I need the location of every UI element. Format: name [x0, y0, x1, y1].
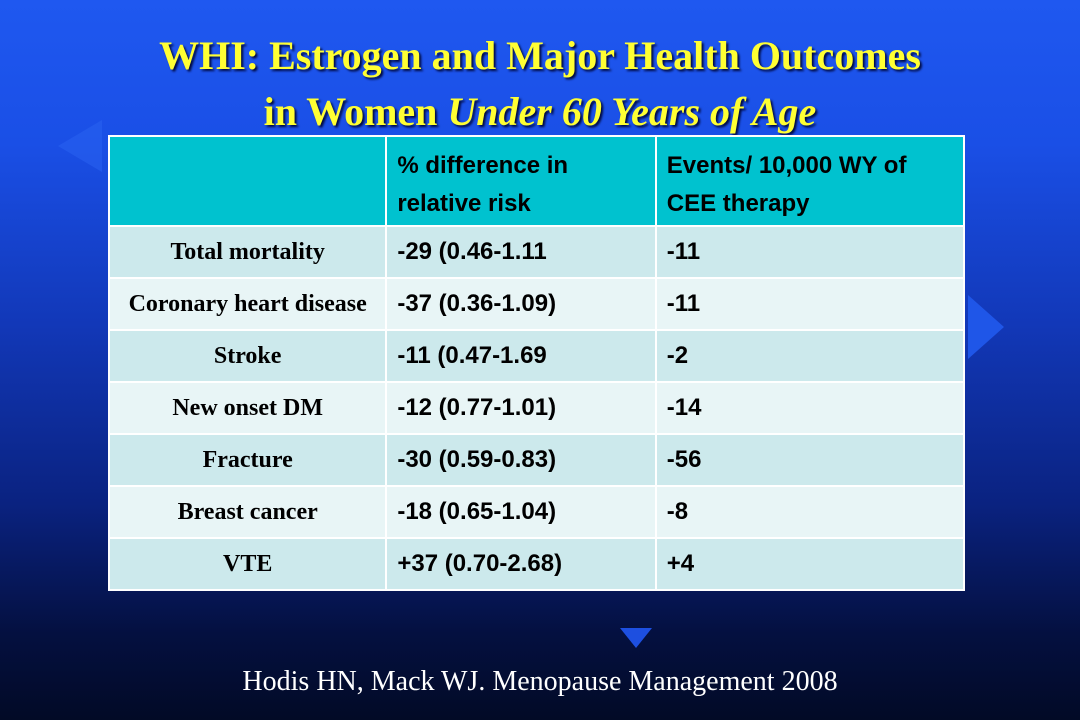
events-cell: -2 — [654, 329, 966, 383]
table-row: Breast cancer -18 (0.65-1.04) -8 — [107, 485, 966, 539]
events-cell: -11 — [654, 225, 966, 279]
row-label: Total mortality — [107, 225, 388, 279]
table-row: Stroke -11 (0.47-1.69 -2 — [107, 329, 966, 383]
relative-risk-cell: -37 (0.36-1.09) — [385, 277, 657, 331]
events-cell: -14 — [654, 381, 966, 435]
row-label: Fracture — [107, 433, 388, 487]
events-cell: -56 — [654, 433, 966, 487]
outcomes-table: % difference in relative risk Events/ 10… — [107, 135, 966, 591]
table-row: Total mortality -29 (0.46-1.11 -11 — [107, 225, 966, 279]
decorative-arrow-left — [58, 120, 102, 172]
slide-title: WHI: Estrogen and Major Health Outcomes … — [0, 28, 1080, 140]
decorative-arrow-bottom — [620, 628, 652, 648]
events-cell: +4 — [654, 537, 966, 591]
title-line-2-italic: Under 60 Years of Age — [447, 89, 817, 134]
title-line-2-prefix: in Women — [263, 89, 448, 134]
events-cell: -11 — [654, 277, 966, 331]
relative-risk-cell: -18 (0.65-1.04) — [385, 485, 657, 539]
table-row: New onset DM -12 (0.77-1.01) -14 — [107, 381, 966, 435]
relative-risk-cell: -30 (0.59-0.83) — [385, 433, 657, 487]
header-events: Events/ 10,000 WY of CEE therapy — [654, 135, 966, 227]
header-blank — [107, 135, 388, 227]
relative-risk-cell: -29 (0.46-1.11 — [385, 225, 657, 279]
table-row: Coronary heart disease -37 (0.36-1.09) -… — [107, 277, 966, 331]
decorative-arrow-right — [968, 295, 1004, 359]
relative-risk-cell: +37 (0.70-2.68) — [385, 537, 657, 591]
title-line-1: WHI: Estrogen and Major Health Outcomes — [159, 33, 921, 78]
table-header-row: % difference in relative risk Events/ 10… — [107, 135, 966, 227]
row-label: Breast cancer — [107, 485, 388, 539]
row-label: Coronary heart disease — [107, 277, 388, 331]
title-line-2: in Women Under 60 Years of Age — [0, 84, 1080, 140]
header-relative-risk: % difference in relative risk — [385, 135, 657, 227]
row-label: Stroke — [107, 329, 388, 383]
row-label: New onset DM — [107, 381, 388, 435]
row-label: VTE — [107, 537, 388, 591]
events-cell: -8 — [654, 485, 966, 539]
table-row: VTE +37 (0.70-2.68) +4 — [107, 537, 966, 591]
table-row: Fracture -30 (0.59-0.83) -56 — [107, 433, 966, 487]
relative-risk-cell: -11 (0.47-1.69 — [385, 329, 657, 383]
relative-risk-cell: -12 (0.77-1.01) — [385, 381, 657, 435]
citation: Hodis HN, Mack WJ. Menopause Management … — [242, 666, 838, 697]
